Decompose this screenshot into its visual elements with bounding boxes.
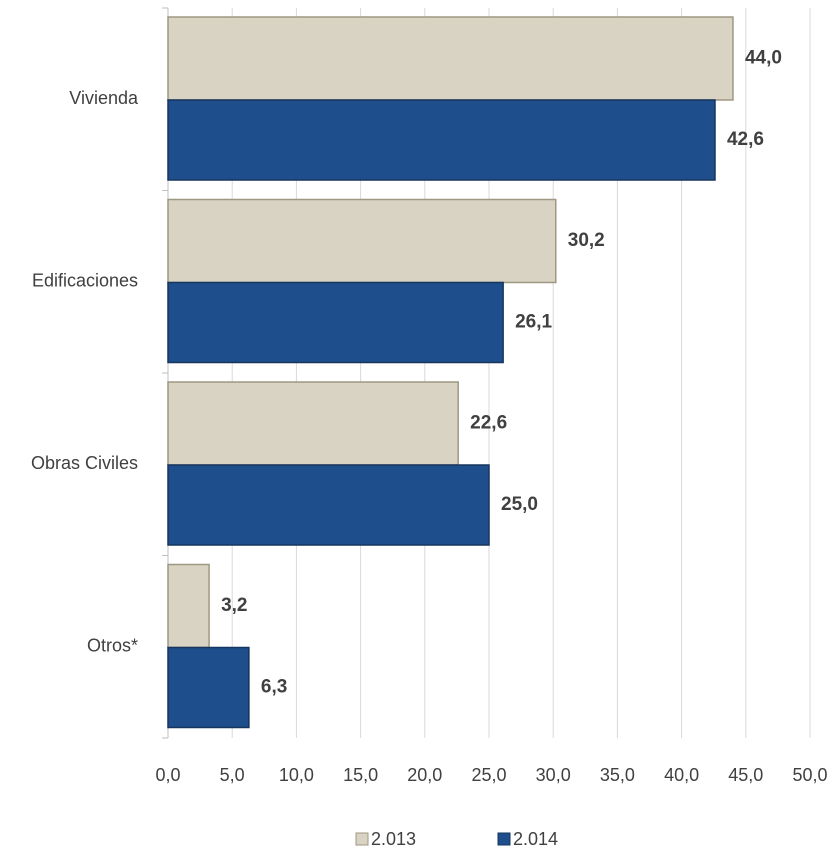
value-label: 25,0	[501, 494, 538, 515]
y-tick-label: Otros*	[87, 636, 138, 656]
x-tick-label: 45,0	[728, 765, 763, 785]
x-tick-label: 30,0	[536, 765, 571, 785]
legend-label: 2.013	[371, 829, 416, 849]
value-label: 3,2	[221, 595, 247, 616]
bar	[167, 198, 557, 284]
bar	[167, 381, 459, 466]
y-tick-label: Obras Civiles	[31, 453, 138, 473]
x-tick-label: 40,0	[664, 765, 699, 785]
bar	[167, 99, 716, 181]
value-label: 22,6	[470, 413, 507, 434]
bar	[167, 464, 490, 546]
y-tick-label: Edificaciones	[32, 271, 138, 291]
y-tick-label: Vivienda	[69, 88, 139, 108]
bar	[167, 16, 734, 101]
bar	[167, 281, 504, 364]
value-label: 6,3	[261, 677, 287, 698]
legend-swatch	[355, 832, 369, 846]
x-tick-label: 15,0	[343, 765, 378, 785]
x-tick-label: 5,0	[220, 765, 245, 785]
bar	[167, 563, 210, 649]
legend-swatch	[497, 832, 511, 846]
x-tick-label: 20,0	[407, 765, 442, 785]
bar	[167, 646, 250, 729]
value-label: 42,6	[727, 129, 764, 150]
x-tick-label: 35,0	[600, 765, 635, 785]
legend-label: 2.014	[513, 829, 558, 849]
x-tick-label: 10,0	[279, 765, 314, 785]
x-tick-label: 0,0	[155, 765, 180, 785]
x-tick-label: 25,0	[471, 765, 506, 785]
value-label: 26,1	[515, 312, 552, 333]
value-label: 30,2	[568, 230, 605, 251]
value-label: 44,0	[745, 48, 782, 69]
x-tick-label: 50,0	[792, 765, 827, 785]
